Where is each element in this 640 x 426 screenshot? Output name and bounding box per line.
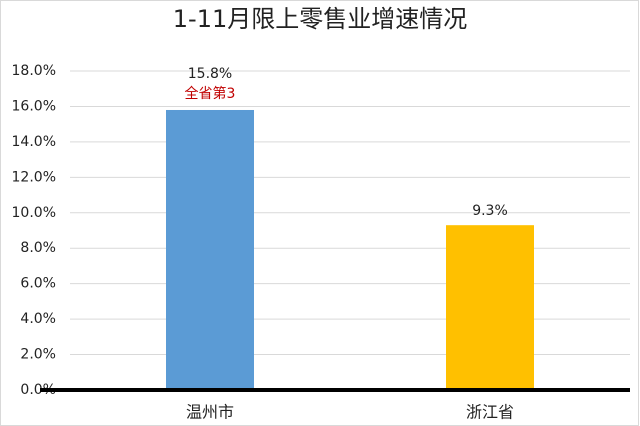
y-tick-label: 8.0% bbox=[20, 240, 56, 256]
y-tick-label: 6.0% bbox=[20, 276, 56, 292]
value-label: 9.3% bbox=[472, 203, 508, 219]
y-tick-label: 0.0% bbox=[20, 382, 56, 398]
y-tick-label: 14.0% bbox=[12, 134, 56, 150]
x-tick-label: 温州市 bbox=[186, 403, 234, 422]
y-tick-label: 2.0% bbox=[20, 347, 56, 363]
annotation: 全省第3 bbox=[185, 85, 236, 102]
bar bbox=[446, 225, 534, 390]
y-tick-label: 4.0% bbox=[20, 311, 56, 327]
y-tick-label: 16.0% bbox=[12, 98, 56, 114]
y-tick-label: 18.0% bbox=[12, 63, 56, 79]
y-tick-label: 12.0% bbox=[12, 169, 56, 185]
bar bbox=[166, 109, 254, 390]
value-label: 15.8% bbox=[188, 66, 232, 82]
y-tick-label: 10.0% bbox=[12, 205, 56, 221]
x-tick-label: 浙江省 bbox=[466, 403, 514, 422]
chart-title: 1-11月限上零售业增速情况 bbox=[173, 5, 467, 33]
